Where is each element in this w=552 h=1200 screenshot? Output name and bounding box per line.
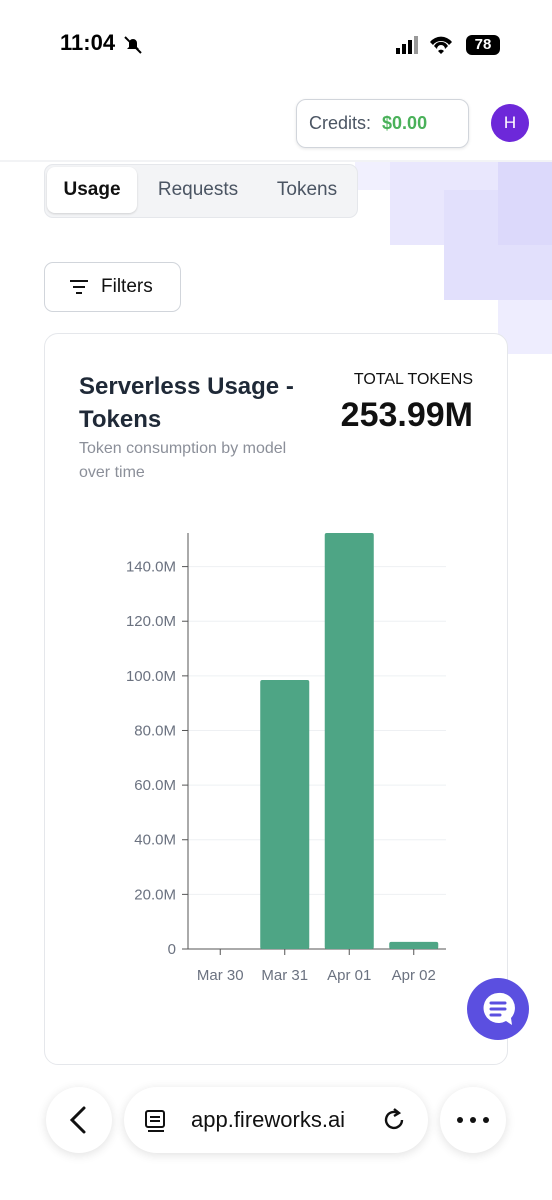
tabs: Usage Requests Tokens: [44, 164, 358, 218]
tab[interactable]: Usage: [47, 167, 137, 213]
y-tick-label: 20.0M: [134, 886, 176, 903]
x-tick-label: Apr 01: [327, 967, 371, 984]
more-button[interactable]: [440, 1087, 506, 1153]
filters-label: Filters: [101, 276, 153, 297]
credits[interactable]: Credits: $0.00: [296, 99, 469, 148]
filter-icon: [70, 280, 88, 294]
decoration: [0, 160, 552, 354]
y-tick-label: 40.0M: [134, 832, 176, 849]
bar: [324, 533, 374, 949]
status-time: 11:04: [60, 30, 116, 55]
total-label: TOTAL TOKENS: [353, 371, 473, 388]
credits-label: Credits:: [309, 113, 372, 133]
tab[interactable]: Tokens: [276, 179, 338, 200]
x-tick-label: Mar 31: [261, 967, 308, 984]
battery: 78: [466, 35, 500, 55]
chat-button[interactable]: [467, 978, 529, 1040]
url-bar[interactable]: app.fireworks.ai: [124, 1087, 428, 1153]
reader-icon: [145, 1110, 165, 1132]
x-tick-label: Apr 02: [392, 967, 436, 984]
total-value: 253.99M: [340, 396, 473, 434]
y-tick-label: 60.0M: [134, 777, 176, 794]
y-tick-label: 0: [168, 941, 176, 958]
reload-icon[interactable]: [382, 1107, 408, 1133]
y-tick-label: 140.0M: [126, 559, 176, 576]
y-tick-label: 80.0M: [134, 722, 176, 739]
tab[interactable]: Requests: [157, 179, 239, 200]
mute-icon: [124, 36, 142, 54]
credits-value: $0.00: [382, 113, 428, 133]
back-icon: [69, 1106, 86, 1134]
url: app.fireworks.ai: [191, 1107, 346, 1132]
bar: [389, 941, 439, 949]
filters-button[interactable]: Filters: [44, 262, 181, 312]
y-tick-label: 120.0M: [126, 613, 176, 630]
y-tick-label: 100.0M: [126, 668, 176, 685]
bar: [260, 679, 310, 949]
back-button[interactable]: [46, 1087, 112, 1153]
card-subtitle: Token consumption by model over time: [79, 440, 287, 481]
more-icon: [457, 1117, 489, 1123]
x-tick-label: Mar 30: [197, 967, 244, 984]
signal-wifi: [396, 36, 452, 54]
card-title: Serverless Usage - Tokens: [79, 373, 294, 433]
avatar[interactable]: H: [491, 104, 529, 142]
chat-icon: [483, 992, 515, 1025]
